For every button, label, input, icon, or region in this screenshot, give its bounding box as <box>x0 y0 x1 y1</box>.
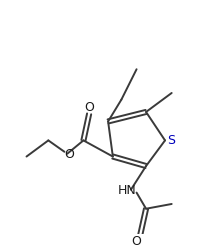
Text: O: O <box>132 235 141 247</box>
Text: O: O <box>64 148 74 161</box>
Text: O: O <box>84 101 94 114</box>
Text: S: S <box>167 134 175 147</box>
Text: HN: HN <box>118 184 136 197</box>
